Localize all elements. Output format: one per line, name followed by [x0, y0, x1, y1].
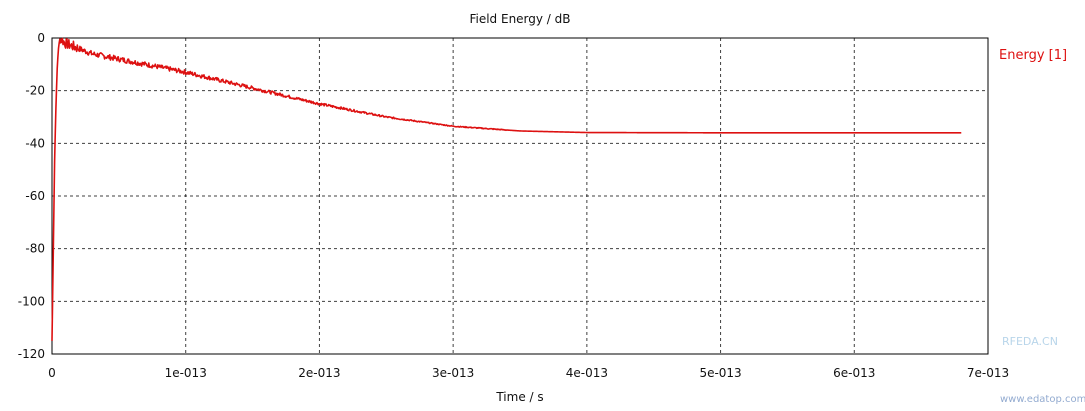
grid [52, 38, 988, 354]
legend-entry-energy: Energy [1] [999, 48, 1067, 63]
watermark-url: www.edatop.com [1000, 394, 1085, 405]
y-tick-label: -40 [25, 136, 45, 150]
x-tick-label: 4e-013 [566, 366, 608, 380]
series-line-energy [51, 37, 962, 341]
y-tick-label: -60 [25, 189, 45, 203]
x-axis-ticks: 0 1e-013 2e-013 3e-013 4e-013 5e-013 6e-013 7e-… [48, 366, 1009, 380]
series-layer [51, 37, 962, 341]
x-tick-label: 5e-013 [699, 366, 741, 380]
y-tick-label: -80 [25, 242, 45, 256]
y-tick-label: 0 [37, 31, 45, 45]
y-axis-ticks: 0 -20 -40 -60 -80 -100 -120 [18, 31, 45, 361]
x-tick-label: 1e-013 [165, 366, 207, 380]
y-tick-label: -100 [18, 294, 45, 308]
x-tick-label: 3e-013 [432, 366, 474, 380]
watermark-rfeda: RFEDA.CN [1002, 335, 1058, 348]
x-tick-label: 7e-013 [967, 366, 1009, 380]
x-tick-label: 0 [48, 366, 56, 380]
y-tick-label: -120 [18, 347, 45, 361]
plot-area [51, 37, 989, 355]
y-tick-label: -20 [25, 84, 45, 98]
watermark: RFEDA.CN www.edatop.com [1000, 335, 1085, 405]
chart-title: Field Energy / dB [469, 12, 570, 26]
x-axis-label: Time / s [495, 390, 543, 404]
x-tick-label: 6e-013 [833, 366, 875, 380]
x-tick-label: 2e-013 [298, 366, 340, 380]
